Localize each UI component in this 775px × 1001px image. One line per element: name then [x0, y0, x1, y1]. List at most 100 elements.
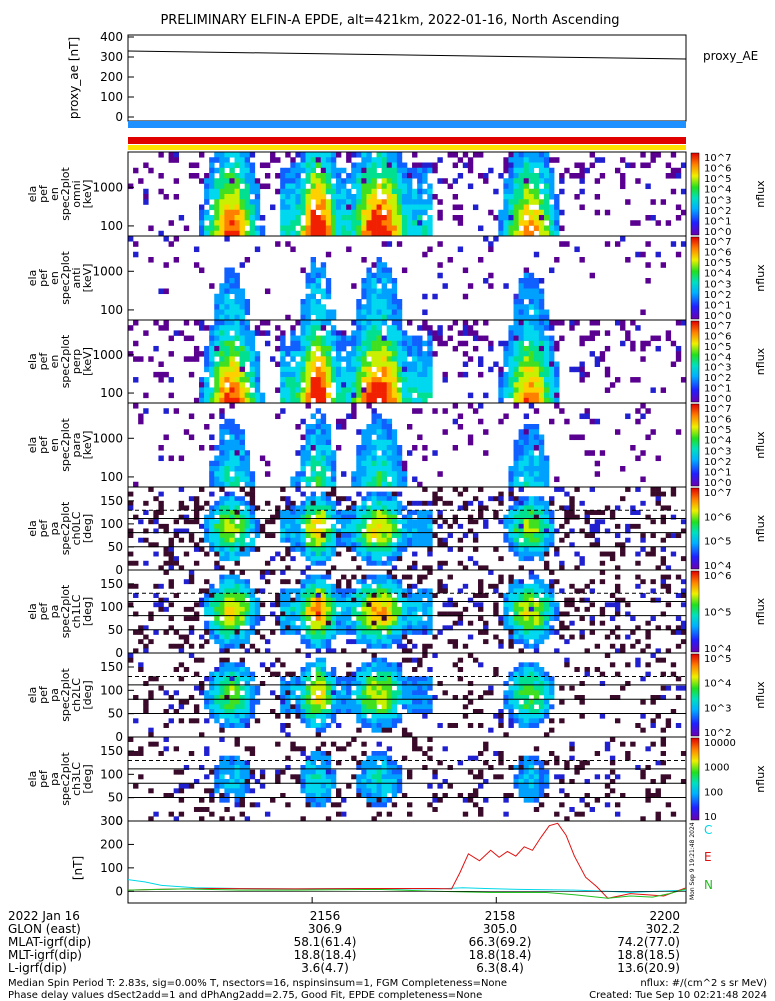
spectrogram-cell	[514, 607, 519, 612]
spectrogram-cell	[321, 510, 326, 515]
spectrogram-cell	[128, 492, 133, 497]
spectrogram-cell	[351, 519, 356, 524]
spectrogram-cell	[620, 644, 625, 649]
spectrogram-cell	[356, 387, 361, 392]
spectrogram-cell	[382, 477, 387, 483]
spectrogram-cell	[331, 672, 336, 677]
spectrogram-cell	[240, 496, 245, 501]
spectrogram-cell	[311, 492, 316, 497]
spectrogram-cell	[275, 387, 280, 392]
spectrogram-cell	[407, 621, 412, 626]
spectrogram-cell	[300, 320, 305, 325]
spectrogram-cell	[397, 356, 402, 361]
spectrogram-cell	[503, 226, 508, 232]
spectrogram-cell	[209, 435, 214, 441]
spectrogram-cell	[351, 320, 356, 325]
spectrogram-cell	[412, 524, 417, 529]
spectrogram-cell	[250, 220, 255, 226]
spectrogram-cell	[392, 450, 397, 456]
spectrogram-cell	[397, 556, 402, 561]
spectrogram-cell	[514, 226, 519, 232]
spectrogram-cell	[280, 231, 285, 237]
spectrogram-cell	[620, 496, 625, 501]
spectrogram-cell	[534, 351, 539, 356]
colorbar-tick-label: 10^5	[704, 258, 731, 269]
spectrogram-cell	[493, 635, 498, 640]
spectrogram-cell	[336, 189, 341, 195]
spectrogram-cell	[524, 351, 529, 356]
spectrogram-cell	[387, 205, 392, 211]
spectrogram-cell	[214, 466, 219, 472]
spectrogram-cell	[280, 690, 285, 695]
spectrogram-cell	[224, 393, 229, 398]
spectrogram-cell	[377, 510, 382, 515]
spectrogram-cell	[549, 593, 554, 598]
spectrogram-cell	[539, 199, 544, 205]
spectrogram-cell	[458, 157, 463, 163]
spectrogram-cell	[635, 408, 640, 414]
spectrogram-cell	[356, 630, 361, 635]
spectrogram-cell	[224, 639, 229, 644]
spectrogram-cell	[346, 194, 351, 200]
spectrogram-cell	[387, 184, 392, 190]
spectrogram-cell	[316, 519, 321, 524]
spectrogram-cell	[382, 294, 387, 300]
spectrogram-cell	[478, 257, 483, 263]
spectrogram-cell	[356, 215, 361, 221]
spectrogram-cell	[478, 487, 483, 492]
spectrogram-cell	[544, 184, 549, 190]
spectrogram-cell	[382, 690, 387, 695]
spectrogram-cell	[148, 226, 153, 232]
spectrogram-cell	[240, 635, 245, 640]
spectrogram-cell	[194, 686, 199, 691]
spectrogram-cell	[427, 163, 432, 169]
spectrogram-cell	[473, 346, 478, 351]
spectrogram-cell	[153, 496, 158, 501]
spectrogram-cell	[300, 310, 305, 316]
spectrogram-cell	[519, 487, 524, 492]
spectrogram-cell	[169, 718, 174, 723]
spectrogram-cell	[169, 547, 174, 552]
spectrogram-cell	[366, 700, 371, 705]
spectrogram-cell	[524, 189, 529, 195]
spectrogram-cell	[508, 538, 513, 543]
spectrogram-cell	[620, 320, 625, 325]
spectrogram-cell	[387, 152, 392, 158]
spectrogram-cell	[432, 294, 437, 300]
spectrogram-cell	[544, 173, 549, 179]
spectrogram-cell	[656, 496, 661, 501]
spectrogram-cell	[164, 435, 169, 441]
spectrogram-cell	[422, 607, 427, 612]
spectrogram-cell	[600, 607, 605, 612]
spectrogram-cell	[524, 445, 529, 451]
spectrogram-cell	[311, 533, 316, 538]
spectrogram-cell	[240, 226, 245, 232]
spectrogram-cell	[402, 372, 407, 377]
spectrogram-cell	[235, 440, 240, 446]
spectrogram-cell	[316, 607, 321, 612]
spectrogram-cell	[443, 602, 448, 607]
proxy-ae-ytick-label: 100	[100, 90, 123, 104]
spectrogram-cell	[645, 278, 650, 284]
spectrogram-cell	[280, 330, 285, 335]
spectrogram-cell	[422, 226, 427, 232]
spectrogram-cell	[387, 579, 392, 584]
spectrogram-cell	[311, 278, 316, 284]
spectrogram-cell	[544, 552, 549, 557]
spectrogram-cell	[478, 602, 483, 607]
spectrogram-cell	[539, 336, 544, 341]
spectrogram-cell	[311, 718, 316, 723]
spectrogram-cell	[219, 575, 224, 580]
spectrogram-cell	[245, 602, 250, 607]
spectrogram-cell	[214, 538, 219, 543]
spectrogram-cell	[392, 199, 397, 205]
spectrogram-cell	[635, 575, 640, 580]
spectrogram-cell	[635, 456, 640, 462]
spectrogram-cell	[437, 325, 442, 330]
spectrogram-cell	[635, 552, 640, 557]
spectrogram-cell	[143, 189, 148, 195]
spectrogram-cell	[255, 630, 260, 635]
spectrogram-cell	[478, 501, 483, 506]
spectrogram-cell	[199, 377, 204, 382]
spectrogram-cell	[539, 294, 544, 300]
